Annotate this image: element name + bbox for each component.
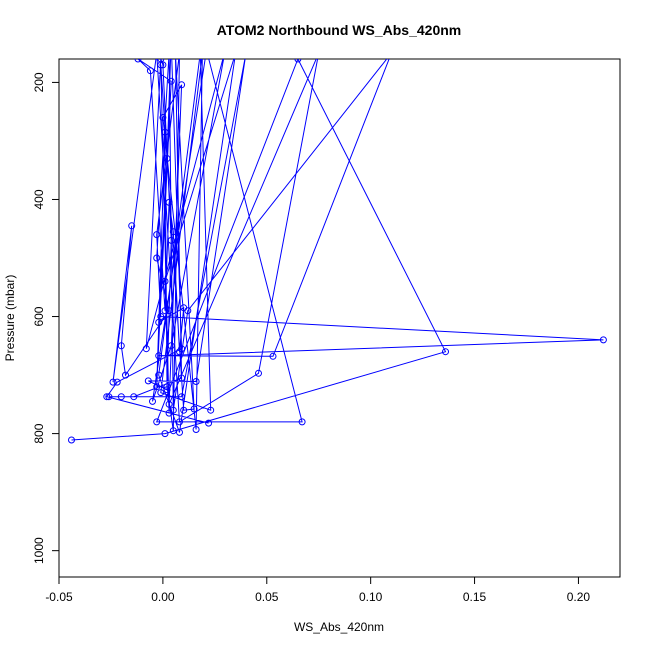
data-point <box>103 393 111 401</box>
data-point <box>161 277 169 285</box>
data-point <box>169 427 177 435</box>
data-point <box>169 228 177 236</box>
series-layer <box>68 38 607 444</box>
data-point <box>167 236 175 244</box>
data-point <box>163 386 171 394</box>
data-point <box>255 369 262 377</box>
data-point <box>167 342 175 350</box>
y-tick-label: 1000 <box>32 537 46 564</box>
data-point <box>233 50 239 56</box>
data-point <box>197 50 203 56</box>
data-point <box>155 352 163 360</box>
data-point <box>159 61 167 69</box>
data-point <box>155 371 163 379</box>
data-point <box>176 428 183 436</box>
data-point <box>134 59 142 63</box>
data-point <box>165 198 173 206</box>
data-point <box>207 406 215 414</box>
x-tick-label: 0.20 <box>567 590 591 604</box>
data-point <box>157 389 165 397</box>
data-point <box>105 393 113 401</box>
data-point <box>180 406 188 414</box>
data-point <box>165 409 173 417</box>
data-point <box>153 418 161 426</box>
x-tick-label: 0.10 <box>359 590 383 604</box>
data-point <box>177 50 183 56</box>
data-point <box>161 430 169 438</box>
data-point <box>144 377 152 385</box>
data-point <box>192 426 200 433</box>
data-point <box>243 50 249 56</box>
data-point <box>165 307 173 315</box>
x-axis-label: WS_Abs_420nm <box>294 620 384 634</box>
data-point <box>161 128 169 136</box>
data-point <box>113 378 121 386</box>
data-point <box>166 50 172 56</box>
data-point <box>157 61 165 69</box>
data-point <box>167 77 175 85</box>
data-point <box>163 155 171 162</box>
data-point <box>122 371 129 379</box>
y-tick-label: 600 <box>32 306 46 326</box>
data-point <box>159 114 167 121</box>
data-point <box>222 47 228 53</box>
data-point <box>388 50 394 56</box>
data-point <box>153 383 161 391</box>
data-point <box>269 352 277 360</box>
data-point <box>172 50 178 56</box>
data-point <box>178 393 186 401</box>
data-point <box>180 304 188 312</box>
data-point <box>142 345 150 353</box>
data-point <box>178 345 186 353</box>
data-point <box>204 47 210 53</box>
data-point <box>168 38 174 44</box>
data-point <box>117 342 125 350</box>
data-point <box>153 254 161 262</box>
data-point <box>109 378 117 386</box>
y-tick-label: 200 <box>32 72 46 92</box>
data-point <box>199 50 205 56</box>
data-point <box>117 393 125 401</box>
data-point <box>153 231 161 239</box>
y-tick-label: 800 <box>32 423 46 443</box>
y-axis: 200 400 600 800 1000 <box>32 72 60 564</box>
data-point <box>154 50 160 56</box>
data-point <box>178 374 186 382</box>
data-point <box>294 59 302 63</box>
x-tick-label: 0.05 <box>255 590 279 604</box>
data-point <box>128 222 136 230</box>
data-point <box>149 397 156 405</box>
y-axis-label: Pressure (mbar) <box>3 275 17 362</box>
data-point <box>192 378 200 385</box>
x-axis: -0.05 0.00 0.05 0.10 0.15 0.20 <box>45 576 591 604</box>
data-point <box>442 348 449 356</box>
data-point <box>155 318 163 326</box>
data-point <box>163 383 171 391</box>
chart-title: ATOM2 Northbound WS_Abs_420nm <box>217 22 462 38</box>
plot-frame <box>58 58 621 578</box>
x-tick-label: 0.00 <box>151 590 175 604</box>
data-point <box>316 50 322 56</box>
data-point <box>178 81 186 89</box>
series-line <box>71 59 604 441</box>
data-point <box>190 405 198 413</box>
y-tick-label: 400 <box>32 189 46 209</box>
data-point <box>599 336 607 344</box>
data-point <box>165 400 173 408</box>
data-point <box>298 418 306 426</box>
data-point <box>146 67 154 75</box>
data-point <box>161 307 169 315</box>
data-point <box>205 419 213 427</box>
data-point <box>176 418 183 426</box>
data-point <box>130 393 138 401</box>
data-point <box>157 313 165 320</box>
x-tick-label: 0.15 <box>463 590 487 604</box>
x-tick-label: -0.05 <box>45 590 73 604</box>
data-point <box>68 436 75 444</box>
